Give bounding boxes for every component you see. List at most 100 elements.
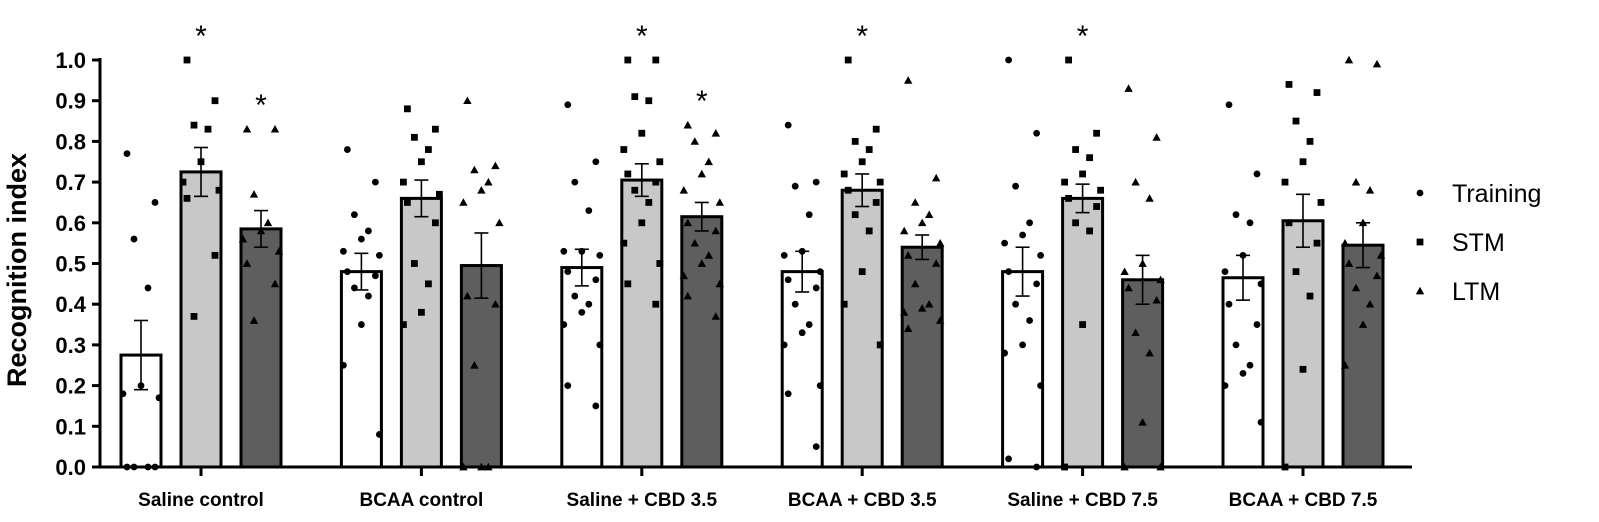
bar xyxy=(179,170,223,469)
data-point xyxy=(592,402,600,410)
data-point xyxy=(477,186,486,194)
data-point xyxy=(1072,219,1079,227)
data-point xyxy=(183,56,191,64)
data-point xyxy=(564,101,572,109)
data-point xyxy=(1299,365,1307,373)
significance-markers: * * * * * * xyxy=(195,20,1089,122)
data-point xyxy=(858,158,866,166)
data-point xyxy=(197,158,205,166)
data-point xyxy=(400,321,407,328)
data-point xyxy=(432,125,439,133)
data-point xyxy=(564,382,572,389)
data-point xyxy=(358,235,365,243)
data-point xyxy=(1001,349,1008,357)
data-point xyxy=(624,170,632,178)
bar xyxy=(399,196,443,469)
data-point xyxy=(1376,251,1386,259)
data-point xyxy=(911,198,920,206)
data-point xyxy=(911,279,920,288)
data-point xyxy=(365,227,372,235)
data-point xyxy=(564,268,572,276)
data-point xyxy=(715,279,724,288)
data-point xyxy=(656,260,664,267)
y-axis: 0.0 0.1 0.2 0.3 0.4 0.5 0.6 0.7 0.8 0.9 1.0 xyxy=(55,48,102,480)
y-tick-label: 0.0 xyxy=(55,455,86,480)
bar xyxy=(339,270,383,469)
data-point xyxy=(631,93,639,101)
data-point xyxy=(1033,129,1040,137)
data-point xyxy=(1097,186,1104,194)
y-tick-label: 0.4 xyxy=(55,292,86,317)
data-point xyxy=(1340,361,1350,369)
data-point xyxy=(432,219,439,227)
data-point xyxy=(1365,300,1375,308)
data-point xyxy=(1001,239,1008,247)
data-point xyxy=(585,207,593,214)
data-point xyxy=(1093,129,1100,137)
x-tick-label: Saline control xyxy=(138,490,264,511)
data-point xyxy=(404,199,411,206)
data-point xyxy=(358,321,365,328)
data-point xyxy=(400,178,407,186)
data-point xyxy=(624,280,632,288)
data-point xyxy=(578,247,586,255)
data-point xyxy=(372,272,379,280)
data-point xyxy=(596,341,604,349)
data-point xyxy=(592,158,600,166)
data-point xyxy=(872,199,880,206)
data-point xyxy=(436,190,443,198)
bar xyxy=(680,215,724,469)
data-point xyxy=(704,251,713,259)
bar xyxy=(1001,270,1045,469)
data-point xyxy=(900,226,909,235)
data-point xyxy=(690,137,699,145)
data-point xyxy=(1033,280,1040,288)
data-point xyxy=(470,361,479,369)
data-point xyxy=(1317,199,1325,206)
significance-star: * xyxy=(1077,20,1089,53)
y-tick-label: 0.8 xyxy=(55,129,86,154)
data-point xyxy=(816,268,824,276)
data-point xyxy=(211,97,219,105)
data-point xyxy=(645,97,653,105)
data-point xyxy=(1313,89,1321,96)
data-point xyxy=(211,251,219,259)
data-point xyxy=(151,199,159,206)
data-point xyxy=(183,194,191,202)
bar xyxy=(1061,196,1105,469)
x-tick-label: BCAA control xyxy=(359,490,483,511)
data-point xyxy=(624,56,632,64)
data-point xyxy=(1246,361,1254,369)
data-point xyxy=(351,284,358,292)
data-point xyxy=(798,247,806,255)
y-axis-title: Recognition index xyxy=(2,153,32,387)
data-point xyxy=(1145,348,1154,357)
data-point xyxy=(784,121,792,129)
x-tick-label: Saline + CBD 7.5 xyxy=(1007,490,1158,511)
data-point xyxy=(1253,321,1261,328)
data-point xyxy=(1019,341,1026,349)
data-point xyxy=(1344,259,1354,267)
data-point xyxy=(463,291,472,300)
data-point xyxy=(872,125,880,133)
data-point xyxy=(683,218,692,227)
data-point xyxy=(1152,133,1161,141)
data-point xyxy=(645,199,653,206)
bar xyxy=(900,245,944,469)
data-point xyxy=(690,238,699,247)
data-point xyxy=(344,268,351,276)
data-point xyxy=(263,218,273,227)
data-point xyxy=(812,284,820,292)
data-point xyxy=(1372,271,1382,280)
data-point xyxy=(1145,194,1154,202)
data-point xyxy=(851,138,859,145)
data-point xyxy=(274,247,284,255)
data-point xyxy=(578,308,586,316)
data-point xyxy=(1285,219,1293,227)
data-point xyxy=(1120,267,1129,275)
data-point xyxy=(425,146,432,153)
legend-label: STM xyxy=(1452,229,1505,257)
data-point xyxy=(711,226,720,235)
legend-marker xyxy=(1416,189,1424,197)
data-point xyxy=(932,259,941,267)
